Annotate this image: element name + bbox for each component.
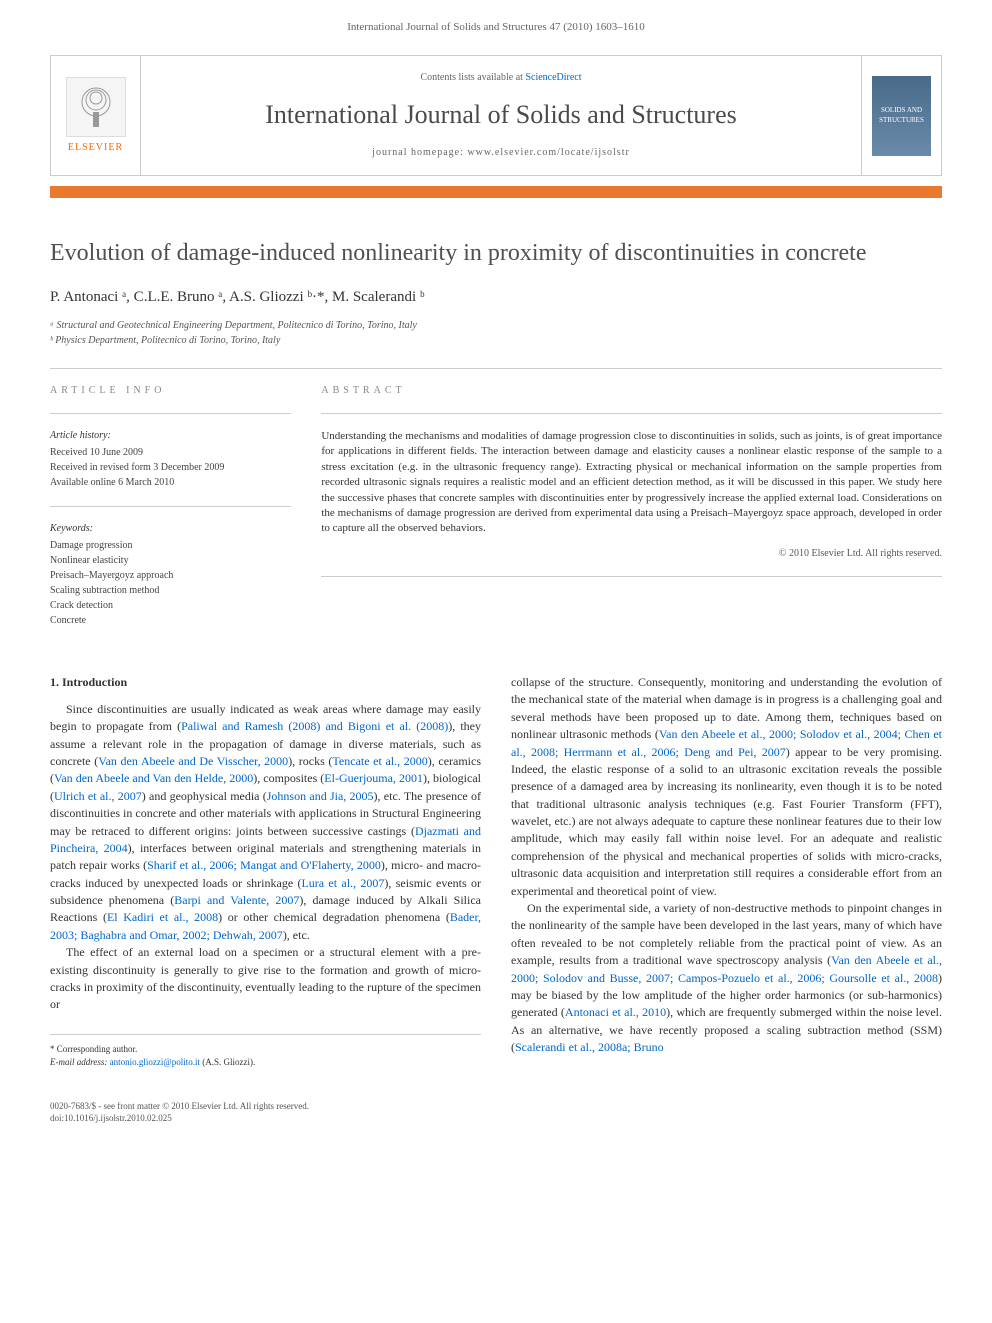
ref-sharif[interactable]: Sharif et al., 2006; Mangat and O'Flaher… [147, 858, 381, 872]
corresponding-author: * Corresponding author. [50, 1043, 481, 1057]
article-info-column: ARTICLE INFO Article history: Received 1… [50, 384, 291, 644]
masthead: ELSEVIER Contents lists available at Sci… [50, 55, 942, 175]
meta-abstract-row: ARTICLE INFO Article history: Received 1… [50, 384, 942, 644]
body-column-right: collapse of the structure. Consequently,… [511, 674, 942, 1070]
abstract-label: ABSTRACT [321, 384, 942, 398]
ref-vandenabeele-helde[interactable]: Van den Abeele and Van den Helde, 2000 [54, 771, 253, 785]
affiliation-b: ᵇ Physics Department, Politecnico di Tor… [50, 333, 942, 348]
keyword-4: Scaling subtraction method [50, 583, 291, 598]
article-content: Evolution of damage-induced nonlinearity… [0, 198, 992, 1090]
history-heading: Article history: [50, 429, 291, 443]
article-title: Evolution of damage-induced nonlinearity… [50, 238, 942, 269]
ref-vandenabeele-2000[interactable]: Van den Abeele and De Visscher, 2000 [98, 754, 288, 768]
body-column-left: 1. Introduction Since discontinuities ar… [50, 674, 481, 1070]
contents-prefix: Contents lists available at [420, 72, 525, 83]
ref-antonaci[interactable]: Antonaci et al., 2010 [565, 1005, 666, 1019]
ref-paliwal[interactable]: Paliwal and Ramesh (2008) and Bigoni et … [181, 719, 448, 733]
affiliations: ᵃ Structural and Geotechnical Engineerin… [50, 318, 942, 348]
email-suffix: (A.S. Gliozzi). [200, 1057, 255, 1067]
sciencedirect-link[interactable]: ScienceDirect [525, 72, 581, 83]
ref-tencate[interactable]: Tencate et al., 2000 [332, 754, 427, 768]
abstract-divider [321, 413, 942, 414]
elsevier-label: ELSEVIER [68, 141, 123, 155]
homepage-line: journal homepage: www.elsevier.com/locat… [372, 146, 630, 160]
keyword-1: Damage progression [50, 538, 291, 553]
abstract-text: Understanding the mechanisms and modalit… [321, 429, 942, 537]
history-received: Received 10 June 2009 [50, 445, 291, 460]
homepage-url[interactable]: www.elsevier.com/locate/ijsolstr [467, 147, 629, 158]
authors-line: P. Antonaci ᵃ, C.L.E. Bruno ᵃ, A.S. Glio… [50, 287, 942, 308]
homepage-prefix: journal homepage: [372, 147, 467, 158]
ref-elguerjouma[interactable]: El-Guerjouma, 2001 [324, 771, 423, 785]
abstract-column: ABSTRACT Understanding the mechanisms an… [321, 384, 942, 644]
ref-barpi[interactable]: Barpi and Valente, 2007 [174, 893, 299, 907]
doi-line: doi:10.1016/j.ijsolstr.2010.02.025 [50, 1112, 309, 1125]
keywords-heading: Keywords: [50, 522, 291, 536]
ref-lura[interactable]: Lura et al., 2007 [301, 876, 384, 890]
ref-johnson-jia[interactable]: Johnson and Jia, 2005 [267, 789, 374, 803]
t: ), rocks ( [288, 754, 332, 768]
article-history-block: Article history: Received 10 June 2009 R… [50, 429, 291, 490]
bottom-footer: 0020-7683/$ - see front matter © 2010 El… [0, 1090, 992, 1145]
intro-heading: 1. Introduction [50, 674, 481, 691]
info-divider [50, 413, 291, 414]
footer-note: * Corresponding author. E-mail address: … [50, 1034, 481, 1070]
t: ), composites ( [253, 771, 324, 785]
journal-cover-block: SOLIDS AND STRUCTURES [861, 56, 941, 174]
t: ), etc. [283, 928, 310, 942]
t: ) and geophysical media ( [142, 789, 267, 803]
col2-para-1: collapse of the structure. Consequently,… [511, 674, 942, 900]
contents-available-line: Contents lists available at ScienceDirec… [420, 71, 581, 85]
keywords-block: Keywords: Damage progression Nonlinear e… [50, 522, 291, 628]
abstract-copyright: © 2010 Elsevier Ltd. All rights reserved… [321, 547, 942, 561]
ref-ulrich[interactable]: Ulrich et al., 2007 [54, 789, 142, 803]
issn-line: 0020-7683/$ - see front matter © 2010 El… [50, 1100, 309, 1113]
bottom-left: 0020-7683/$ - see front matter © 2010 El… [50, 1100, 309, 1125]
abstract-bottom-divider [321, 576, 942, 577]
body-columns: 1. Introduction Since discontinuities ar… [50, 674, 942, 1070]
publisher-logo-block: ELSEVIER [51, 56, 141, 174]
col2-para-2: On the experimental side, a variety of n… [511, 900, 942, 1057]
email-line: E-mail address: antonio.gliozzi@polito.i… [50, 1056, 481, 1070]
email-label: E-mail address: [50, 1057, 110, 1067]
journal-name: International Journal of Solids and Stru… [265, 97, 737, 133]
article-info-label: ARTICLE INFO [50, 384, 291, 398]
history-revised: Received in revised form 3 December 2009 [50, 460, 291, 475]
keywords-divider [50, 506, 291, 507]
page-header-citation: International Journal of Solids and Stru… [0, 0, 992, 45]
keyword-6: Concrete [50, 613, 291, 628]
email-link[interactable]: antonio.gliozzi@polito.it [110, 1057, 200, 1067]
orange-divider-bar [50, 186, 942, 198]
masthead-center: Contents lists available at ScienceDirec… [141, 56, 861, 174]
affiliation-a: ᵃ Structural and Geotechnical Engineerin… [50, 318, 942, 333]
ref-scalerandi[interactable]: Scalerandi et al., 2008a; Bruno [515, 1040, 664, 1054]
t: ) or other chemical degradation phenomen… [218, 910, 450, 924]
intro-para-2: The effect of an external load on a spec… [50, 944, 481, 1014]
history-online: Available online 6 March 2010 [50, 475, 291, 490]
intro-para-1: Since discontinuities are usually indica… [50, 701, 481, 944]
divider-top [50, 368, 942, 369]
keyword-5: Crack detection [50, 598, 291, 613]
keyword-2: Nonlinear elasticity [50, 553, 291, 568]
ref-elkadiri[interactable]: El Kadiri et al., 2008 [107, 910, 218, 924]
elsevier-tree-icon [66, 77, 126, 137]
t: ) appear to be very promising. Indeed, t… [511, 745, 942, 898]
keyword-3: Preisach–Mayergoyz approach [50, 568, 291, 583]
journal-cover-thumbnail: SOLIDS AND STRUCTURES [872, 76, 931, 156]
